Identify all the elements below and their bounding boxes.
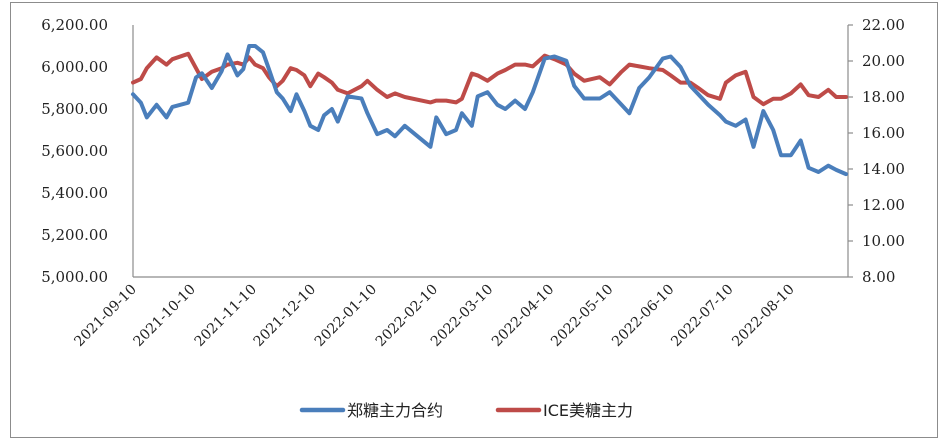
- right-y-axis-ticks: 8.00 10.00 12.00 14.00 16.00 18.00 20.00 22.00: [848, 16, 905, 286]
- x-axis-ticks: 2021-09-102021-10-102021-11-102021-12-10…: [71, 282, 797, 350]
- right-y-tick-label: 16.00: [862, 124, 905, 142]
- left-y-tick-label: 5,600.00: [41, 142, 108, 160]
- right-y-tick-label: 22.00: [862, 16, 905, 34]
- left-y-tick-label: 5,800.00: [41, 100, 108, 118]
- x-tick-label: 2021-10-10: [131, 282, 199, 350]
- left-y-tick-label: 5,000.00: [41, 268, 108, 286]
- x-tick-label: 2022-06-10: [609, 282, 677, 350]
- x-tick-label: 2022-08-10: [729, 282, 797, 350]
- right-y-tick-label: 14.00: [862, 160, 905, 178]
- left-y-axis-ticks: 5,000.00 5,200.00 5,400.00 5,600.00 5,800.00…: [41, 16, 108, 286]
- x-tick-label: 2022-05-10: [548, 282, 616, 350]
- x-tick-label: 2022-01-10: [312, 282, 380, 350]
- legend: 郑糖主力合约 ICE美糖主力: [299, 401, 633, 420]
- right-y-tick-label: 12.00: [862, 196, 905, 214]
- right-y-tick-label: 18.00: [862, 88, 905, 106]
- x-tick-label: 2021-09-10: [71, 282, 139, 350]
- x-tick-label: 2021-12-10: [251, 282, 319, 350]
- right-y-tick-label: 20.00: [862, 52, 905, 70]
- left-y-tick-label: 6,000.00: [41, 58, 108, 76]
- x-tick-label: 2022-04-10: [489, 282, 557, 350]
- series-layer: [131, 44, 848, 177]
- left-y-tick-label: 5,400.00: [41, 184, 108, 202]
- left-y-tick-label: 5,200.00: [41, 226, 108, 244]
- right-y-tick-label: 10.00: [862, 232, 905, 250]
- right-y-tick-label: 8.00: [862, 268, 895, 286]
- x-tick-label: 2021-11-10: [192, 282, 260, 350]
- left-y-tick-label: 6,200.00: [41, 16, 108, 34]
- x-tick-label: 2022-07-10: [668, 282, 736, 350]
- series-line-zce-sugar: [131, 44, 848, 177]
- legend-label-ice-sugar: ICE美糖主力: [543, 401, 633, 420]
- legend-label-zce-sugar: 郑糖主力合约: [347, 401, 443, 420]
